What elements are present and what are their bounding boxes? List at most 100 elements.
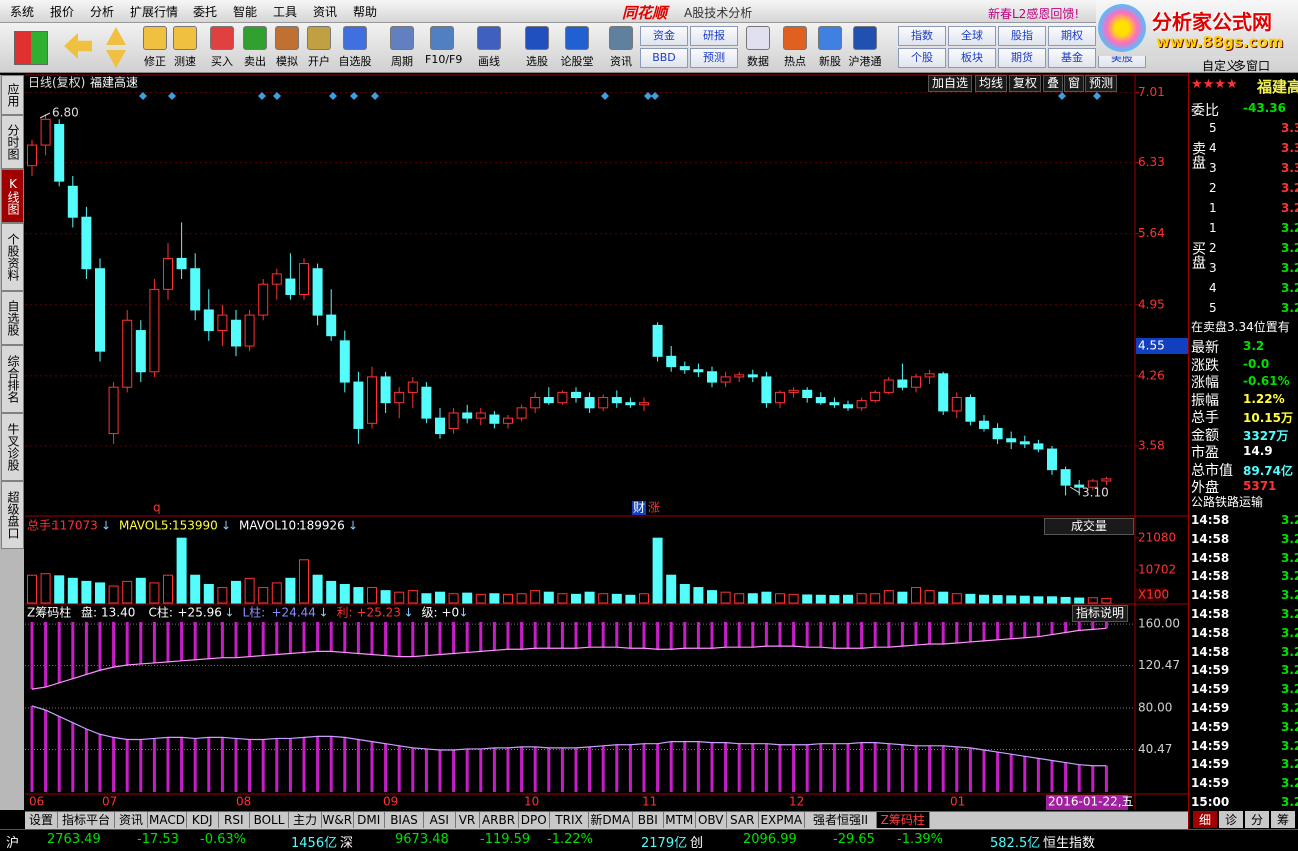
indicator-tab[interactable]: 强者恒强II (805, 812, 877, 828)
promo[interactable]: 新春L2感恩回馈! (988, 7, 1080, 21)
indicator-tab[interactable]: VR (456, 812, 480, 828)
indicator-tab[interactable]: MTM (664, 812, 696, 828)
side-tab[interactable]: 自选股 (1, 291, 24, 345)
side-tab[interactable]: 牛叉诊股 (1, 413, 24, 481)
toolbar-label: 修正 (144, 55, 166, 68)
indicator-tab[interactable]: BBI (633, 812, 664, 828)
quote-tab[interactable]: 细 (1193, 811, 1217, 828)
legend-label: 盘: (81, 605, 97, 620)
side-tab[interactable]: 应用 (1, 75, 24, 115)
indicator-tab[interactable]: ASI (424, 812, 456, 828)
indicator-tab[interactable]: 主力 (289, 812, 322, 828)
side-tab[interactable]: 综合排名 (1, 345, 24, 413)
toolbar-button[interactable]: F10/F9 (425, 25, 463, 66)
indicator-tab[interactable]: 新DMA (589, 812, 633, 828)
toolbar-small-button[interactable]: 指数 (898, 26, 946, 46)
chart-tool[interactable]: 预测 (1085, 75, 1118, 92)
chart-tool[interactable]: 叠 (1043, 75, 1064, 92)
toolbar-button[interactable]: 自选股 (338, 25, 372, 69)
toolbar-label: F10/F9 (425, 53, 463, 66)
toolbar-button[interactable]: 数据 (741, 25, 775, 69)
toolbar-small-button[interactable]: 股指 (998, 26, 1046, 46)
side-tab[interactable]: 分时图 (1, 115, 24, 169)
toolbar-small-button[interactable]: 资金 (640, 26, 688, 46)
side-tab[interactable]: 个股资料 (1, 223, 24, 291)
toolbar-button[interactable]: 开户 (302, 25, 336, 69)
toolbar-button[interactable]: 资讯 (604, 25, 638, 69)
tick-time: 14:59 (1191, 738, 1230, 753)
back-icon[interactable] (64, 33, 92, 59)
home-icon[interactable] (14, 31, 48, 65)
toolbar-small-button[interactable]: 全球 (948, 26, 996, 46)
chart-tool[interactable]: 加自选 (928, 75, 973, 92)
side-tab[interactable]: K线图 (1, 169, 24, 223)
menu-item[interactable]: 资讯 (313, 5, 338, 19)
menu-item[interactable]: 智能 (233, 5, 258, 19)
up-icon[interactable] (106, 27, 126, 45)
sell-note: 在卖盘3.34位置有 (1191, 320, 1290, 334)
indicator-help[interactable]: 指标说明 (1072, 605, 1129, 622)
toolbar-small-button[interactable]: 期货 (998, 48, 1046, 68)
toolbar-small-button[interactable]: 板块 (948, 48, 996, 68)
toolbar-button[interactable]: 卖出 (238, 25, 272, 69)
chip-bar (248, 739, 252, 792)
menu-item[interactable]: 系统 (10, 5, 35, 19)
quote-tab[interactable]: 分 (1245, 811, 1269, 828)
menu-item[interactable]: 工具 (273, 5, 298, 19)
indicator-tab[interactable]: 指标平台 (58, 812, 115, 828)
menu-item[interactable]: 扩展行情 (130, 5, 179, 19)
toolbar-button[interactable]: 新股 (813, 25, 847, 69)
down-icon[interactable] (106, 50, 126, 68)
indicator-tab[interactable]: KDJ (187, 812, 219, 828)
indicator-tab[interactable]: ARBR (480, 812, 519, 828)
menu-item[interactable]: 分析 (90, 5, 115, 19)
indicator-tab[interactable]: OBV (696, 812, 727, 828)
chart-tool[interactable]: 窗 (1064, 75, 1085, 92)
toolbar-button[interactable]: 热点 (778, 25, 812, 69)
toolbar-small-button[interactable]: BBD (640, 48, 688, 68)
candle-body (81, 216, 92, 270)
toolbar-button[interactable]: 周期 (385, 25, 419, 69)
chip-bar (1009, 622, 1013, 639)
toolbar-small-button[interactable]: 研报 (690, 26, 738, 46)
toolbar-button[interactable]: 画线 (472, 25, 506, 69)
indicator-tab[interactable]: BIAS (385, 812, 424, 828)
indicator-tab[interactable]: W&R (322, 812, 354, 828)
indicator-tab[interactable]: BOLL (250, 812, 289, 828)
toolbar-button[interactable]: 测速 (168, 25, 202, 69)
chart-tool[interactable]: 复权 (1009, 75, 1042, 92)
menu-item[interactable]: 委托 (193, 5, 218, 19)
indicator-tab[interactable]: MACD (148, 812, 187, 828)
view-button[interactable]: 自定义 (1202, 59, 1239, 73)
quote-tab[interactable]: 筹 (1271, 811, 1295, 828)
indicator-tab[interactable]: DPO (519, 812, 550, 828)
volume-bar (1033, 596, 1044, 604)
quote-tab[interactable]: 诊 (1219, 811, 1243, 828)
indicator-tab[interactable]: SAR (727, 812, 759, 828)
toolbar-small-button[interactable]: 预测 (690, 48, 738, 68)
indicator-tab[interactable]: RSI (219, 812, 250, 828)
view-button[interactable]: 多窗口 (1234, 59, 1271, 73)
indicator-tab[interactable]: TRIX (550, 812, 589, 828)
toolbar-small-button[interactable]: 基金 (1048, 48, 1096, 68)
toolbar-small-button[interactable]: 期权 (1048, 26, 1096, 46)
toolbar-button[interactable]: 沪港通 (848, 25, 882, 69)
toolbar-button[interactable]: 论股堂 (560, 25, 594, 69)
indicator-tab[interactable]: DMI (354, 812, 385, 828)
menu-item[interactable]: 报价 (50, 5, 75, 19)
indicator-tab[interactable]: Z筹码柱 (877, 812, 930, 828)
volume-select[interactable]: 成交量 (1044, 518, 1134, 535)
chip-bar (656, 622, 660, 650)
side-tab[interactable]: 超级盘口 (1, 481, 24, 549)
toolbar-button[interactable]: 修正 (138, 25, 172, 69)
toolbar-button[interactable]: 买入 (205, 25, 239, 69)
toolbar-small-button[interactable]: 个股 (898, 48, 946, 68)
indicator-tab[interactable]: 资讯 (115, 812, 148, 828)
indicator-tab[interactable]: 设置 (25, 812, 58, 828)
chart-tool[interactable]: 均线 (975, 75, 1008, 92)
toolbar-button[interactable]: 选股 (520, 25, 554, 69)
indicator-tab[interactable]: EXPMA (759, 812, 805, 828)
toolbar-button[interactable]: 模拟 (270, 25, 304, 69)
menu-item[interactable]: 帮助 (353, 5, 378, 19)
toolbar-label: 论股堂 (560, 55, 594, 68)
